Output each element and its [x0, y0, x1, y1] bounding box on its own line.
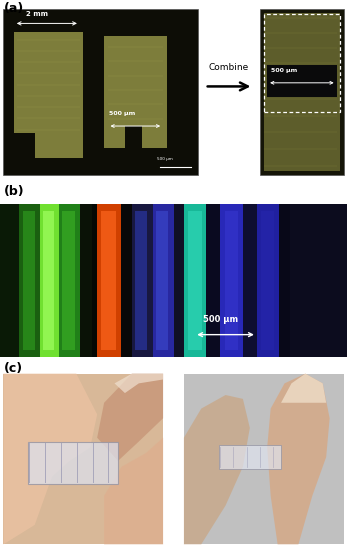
Bar [59, 204, 80, 357]
Text: (b): (b) [3, 184, 24, 198]
Text: 500 μm: 500 μm [109, 111, 136, 116]
Bar [28, 442, 118, 484]
Bar [92, 204, 97, 357]
Text: Combine: Combine [208, 63, 248, 72]
Polygon shape [267, 373, 330, 544]
Bar [43, 211, 54, 350]
Polygon shape [3, 373, 97, 544]
Bar [101, 211, 116, 350]
Bar [19, 204, 40, 357]
Bar [0, 204, 19, 357]
Bar [257, 204, 279, 357]
Polygon shape [281, 373, 326, 403]
Bar [264, 13, 340, 171]
Bar [125, 126, 142, 147]
Bar [267, 65, 337, 97]
Bar [261, 211, 274, 350]
Polygon shape [115, 373, 163, 393]
Bar [156, 211, 168, 350]
Bar [260, 9, 344, 175]
Text: 2 mm: 2 mm [26, 11, 48, 17]
Bar [219, 445, 281, 469]
Bar [3, 374, 163, 544]
Bar [290, 204, 347, 357]
Bar [279, 204, 290, 357]
Bar [97, 204, 121, 357]
Bar [225, 211, 238, 350]
Bar [206, 204, 220, 357]
Bar [121, 204, 132, 357]
Bar [14, 133, 35, 158]
Bar [188, 211, 202, 350]
Bar [264, 14, 340, 111]
Bar [80, 204, 92, 357]
Bar [153, 204, 174, 357]
Polygon shape [97, 373, 163, 461]
Polygon shape [184, 395, 250, 544]
Bar [0, 204, 347, 357]
Bar [104, 36, 167, 147]
Bar [184, 374, 344, 544]
Bar [132, 204, 153, 357]
Bar [3, 9, 198, 175]
Text: (a): (a) [3, 2, 24, 15]
Bar [243, 204, 257, 357]
Text: 500 μm: 500 μm [271, 68, 297, 73]
Bar [62, 211, 75, 350]
Polygon shape [104, 438, 163, 544]
Bar [23, 211, 35, 350]
Text: (c): (c) [3, 362, 23, 375]
Bar [40, 204, 59, 357]
Bar [174, 204, 184, 357]
Bar [184, 204, 206, 357]
Bar [135, 211, 147, 350]
Text: 500 μm: 500 μm [203, 315, 238, 325]
Text: 500 μm: 500 μm [157, 157, 173, 161]
Bar [220, 204, 243, 357]
Bar [14, 32, 83, 158]
